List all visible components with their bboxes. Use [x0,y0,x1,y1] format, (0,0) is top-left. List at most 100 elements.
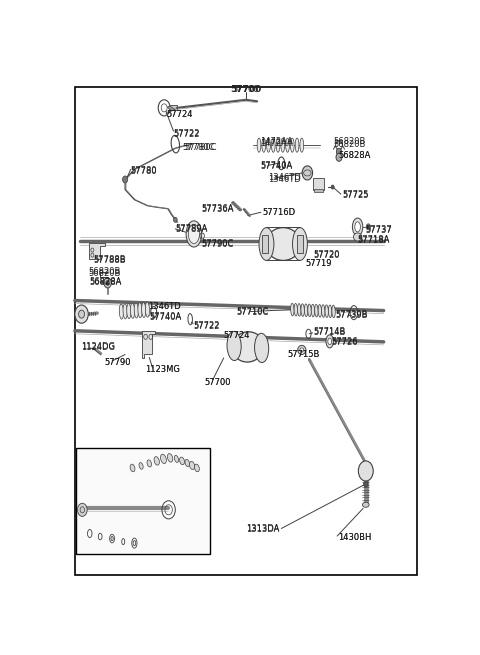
Ellipse shape [194,464,199,472]
Text: 57700: 57700 [204,378,230,386]
Text: 57780C: 57780C [183,143,215,152]
Ellipse shape [281,138,285,152]
Text: 57719: 57719 [305,259,332,268]
Text: 57715B: 57715B [288,350,320,359]
Text: 57740A: 57740A [149,312,181,322]
Text: 57719: 57719 [305,259,332,268]
Bar [170,105,177,111]
Text: 57740A: 57740A [260,161,292,170]
Text: 57780: 57780 [131,168,157,176]
Ellipse shape [267,138,270,152]
Text: 57720: 57720 [313,251,339,259]
Circle shape [104,278,111,288]
Ellipse shape [276,138,280,152]
Text: 57716D: 57716D [263,208,296,217]
Circle shape [359,461,373,481]
Text: 57700: 57700 [204,378,230,386]
Ellipse shape [180,457,184,464]
Circle shape [122,176,128,183]
Text: 57726: 57726 [332,337,358,346]
Text: 57714B: 57714B [314,328,346,337]
Text: 57722: 57722 [173,128,200,138]
Text: 57737: 57737 [365,227,392,235]
Text: 57726: 57726 [332,338,358,347]
Text: 1346TD: 1346TD [268,175,301,184]
Ellipse shape [311,304,315,317]
Circle shape [173,217,177,222]
Text: 1313DA: 1313DA [246,524,279,533]
Text: 57714B: 57714B [314,328,346,336]
Text: 1346TD: 1346TD [148,302,181,311]
Text: 56820B: 56820B [334,137,366,145]
Text: 57736A: 57736A [202,204,234,213]
Ellipse shape [262,138,265,152]
Ellipse shape [332,305,335,318]
Text: 1124DG: 1124DG [82,343,116,352]
Ellipse shape [304,304,308,316]
Ellipse shape [186,221,202,247]
Text: 1124DG: 1124DG [82,343,116,352]
Text: 57790C: 57790C [202,239,234,248]
Circle shape [106,280,109,286]
Text: 57710C: 57710C [237,307,269,316]
Ellipse shape [328,305,332,318]
Text: 57720: 57720 [313,250,339,259]
Text: 57725: 57725 [343,191,369,200]
Ellipse shape [298,304,301,316]
Polygon shape [89,242,105,259]
Polygon shape [142,331,155,358]
Text: 56828A: 56828A [338,151,371,160]
Bar [76,448,210,553]
Bar [313,178,324,189]
Text: 56828A: 56828A [90,278,122,287]
Ellipse shape [315,305,318,317]
Circle shape [331,185,334,189]
Ellipse shape [300,348,304,352]
Ellipse shape [131,303,134,318]
Text: 57790: 57790 [104,358,131,367]
Text: 57722: 57722 [173,130,200,139]
Text: 57788B: 57788B [94,255,126,265]
Text: 57722: 57722 [193,322,220,331]
Text: 57737: 57737 [365,225,392,234]
Ellipse shape [353,233,362,241]
Ellipse shape [308,304,311,316]
Text: 57724: 57724 [166,111,192,119]
Ellipse shape [188,225,200,244]
Ellipse shape [325,305,328,318]
Ellipse shape [123,304,127,319]
Text: 57780: 57780 [131,166,157,175]
Ellipse shape [362,502,369,507]
Ellipse shape [265,228,301,261]
Ellipse shape [185,459,190,466]
Circle shape [302,166,312,180]
Ellipse shape [227,331,241,360]
Text: 1472AA: 1472AA [260,139,293,147]
Text: 57790: 57790 [104,358,131,367]
Text: 56828A: 56828A [90,277,122,286]
Ellipse shape [145,302,149,317]
Ellipse shape [130,464,135,472]
Ellipse shape [290,138,294,152]
Ellipse shape [160,454,167,464]
Circle shape [79,310,84,318]
Ellipse shape [168,106,174,111]
Text: 57724: 57724 [223,331,250,341]
Ellipse shape [138,303,142,318]
Ellipse shape [292,228,307,261]
Text: 57724: 57724 [166,111,192,119]
Text: 56820B: 56820B [334,140,366,149]
Text: 57740A: 57740A [260,162,292,172]
Text: 1472AA: 1472AA [260,137,293,146]
Ellipse shape [190,461,195,470]
Ellipse shape [168,454,173,462]
Text: 57736A: 57736A [202,205,234,214]
Ellipse shape [142,303,146,318]
Ellipse shape [127,303,131,318]
Bar [314,189,323,191]
Text: 57700: 57700 [230,85,262,94]
Text: 1430BH: 1430BH [338,533,372,542]
Text: 57790C: 57790C [202,240,234,249]
Text: 1123MG: 1123MG [145,365,180,374]
Text: 57788B: 57788B [94,255,126,264]
